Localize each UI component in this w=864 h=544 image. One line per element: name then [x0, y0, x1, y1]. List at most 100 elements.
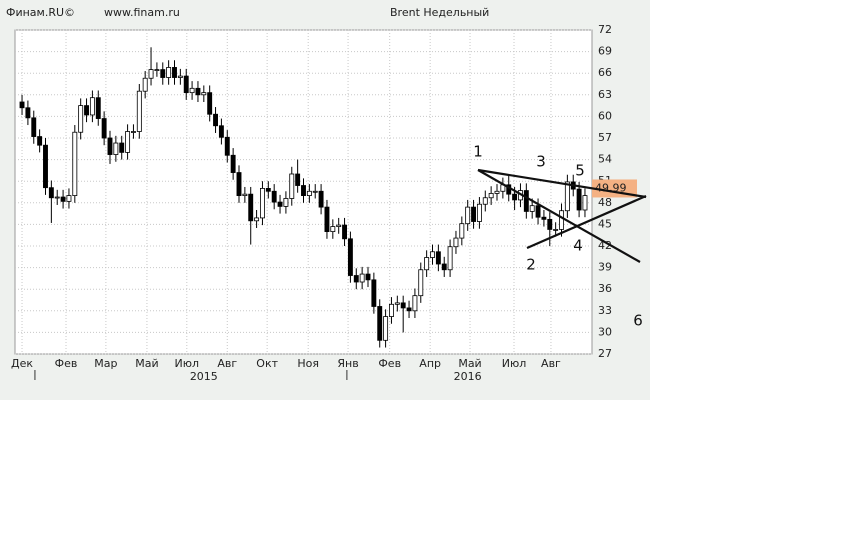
- x-tick-label: Июл: [502, 357, 527, 370]
- candle-body: [412, 295, 418, 312]
- candle-body: [482, 197, 488, 205]
- annotation: 1: [473, 143, 483, 161]
- candle-body: [283, 198, 289, 207]
- x-tick-label: Фев: [55, 357, 78, 370]
- candle-body: [31, 117, 37, 137]
- candle-body: [465, 206, 471, 225]
- candle-body: [66, 195, 72, 202]
- candle-body: [447, 246, 453, 271]
- x-tick-label: Авг: [541, 357, 561, 370]
- y-tick-label: 48: [598, 196, 612, 209]
- candle-body: [207, 92, 213, 115]
- candle-body: [84, 105, 89, 116]
- candle-body: [564, 181, 570, 212]
- y-tick-label: 57: [598, 131, 612, 144]
- candle-body: [430, 251, 435, 258]
- x-tick-label: Янв: [337, 357, 358, 370]
- candle-body: [389, 303, 394, 317]
- candle-body: [177, 75, 183, 78]
- candle-body: [559, 210, 564, 230]
- candle-body: [582, 195, 588, 211]
- candle-body: [547, 218, 553, 230]
- candle-body: [394, 302, 400, 305]
- candle-body: [476, 203, 482, 222]
- candle-body: [101, 118, 107, 139]
- y-tick-label: 69: [598, 45, 612, 58]
- annotation: 4: [573, 237, 583, 255]
- x-tick-label: Июл: [175, 357, 200, 370]
- candle-body: [523, 190, 529, 212]
- candle-body: [271, 190, 277, 203]
- candle-body: [330, 226, 336, 232]
- y-tick-label: 63: [598, 88, 612, 101]
- candle-body: [353, 275, 359, 283]
- x-tick-label: Окт: [256, 357, 278, 370]
- y-tick-label: 30: [598, 325, 612, 338]
- candle-body: [541, 216, 547, 220]
- y-tick-label: 54: [598, 153, 612, 166]
- candle-body: [383, 316, 389, 341]
- last-price-label: 49,99: [595, 181, 627, 194]
- candle-body: [512, 193, 518, 201]
- candle-body: [324, 206, 330, 232]
- annotation: 2: [526, 256, 536, 274]
- y-tick-label: 36: [598, 282, 612, 295]
- candle-body: [224, 136, 230, 156]
- candle-body: [148, 69, 154, 79]
- candle-body: [318, 190, 324, 208]
- candle-body: [365, 273, 371, 281]
- candle-body: [89, 97, 95, 116]
- candle-body: [189, 87, 195, 94]
- candle-body: [166, 67, 172, 78]
- candle-body: [119, 142, 125, 153]
- candle-body: [213, 113, 218, 127]
- y-tick-label: 27: [598, 347, 612, 360]
- candle-body: [529, 205, 535, 212]
- candle-body: [201, 92, 207, 96]
- candle-body: [265, 187, 271, 192]
- candle-body: [154, 69, 160, 71]
- trend-lines: [477, 168, 647, 263]
- candle-body: [25, 107, 31, 119]
- candle-body: [136, 90, 142, 132]
- year-label: 2015: [190, 370, 218, 383]
- candle-body: [289, 173, 295, 199]
- candle-body: [406, 307, 412, 312]
- candle-body: [230, 154, 236, 173]
- y-tick-label: 42: [598, 239, 612, 252]
- candle-body: [359, 273, 365, 283]
- candle-body: [48, 187, 54, 199]
- candle-body: [306, 190, 312, 196]
- annotation: 5: [575, 162, 585, 180]
- candle-body: [553, 229, 559, 231]
- candle-body: [54, 196, 60, 199]
- candle-body: [37, 136, 43, 146]
- candle-body: [254, 217, 260, 222]
- candle-body: [277, 201, 283, 207]
- annotation: 6: [633, 312, 643, 330]
- candle-body: [535, 205, 541, 218]
- candle-body: [95, 97, 101, 119]
- candle-body: [242, 193, 248, 197]
- annotation: 3: [536, 153, 546, 171]
- y-tick-label: 39: [598, 261, 612, 274]
- header-site: www.finam.ru: [104, 6, 180, 19]
- y-tick-label: 33: [598, 304, 612, 317]
- candle-body: [218, 125, 224, 138]
- candle-body: [142, 77, 148, 92]
- y-tick-label: 45: [598, 217, 612, 230]
- candle-body: [424, 257, 430, 271]
- x-tick-label: Апр: [419, 357, 441, 370]
- chart-title: Brent Недельный: [390, 6, 489, 19]
- candle-body: [295, 173, 301, 186]
- candle-body: [113, 142, 119, 155]
- candle-body: [130, 131, 136, 133]
- candle-body: [435, 251, 441, 265]
- candle-body: [494, 190, 500, 194]
- candle-body: [236, 172, 242, 196]
- candle-body: [453, 237, 459, 248]
- candle-body: [441, 263, 447, 271]
- x-tick-label: Мар: [94, 357, 117, 370]
- candle-body: [471, 206, 477, 222]
- candle-body: [347, 238, 353, 276]
